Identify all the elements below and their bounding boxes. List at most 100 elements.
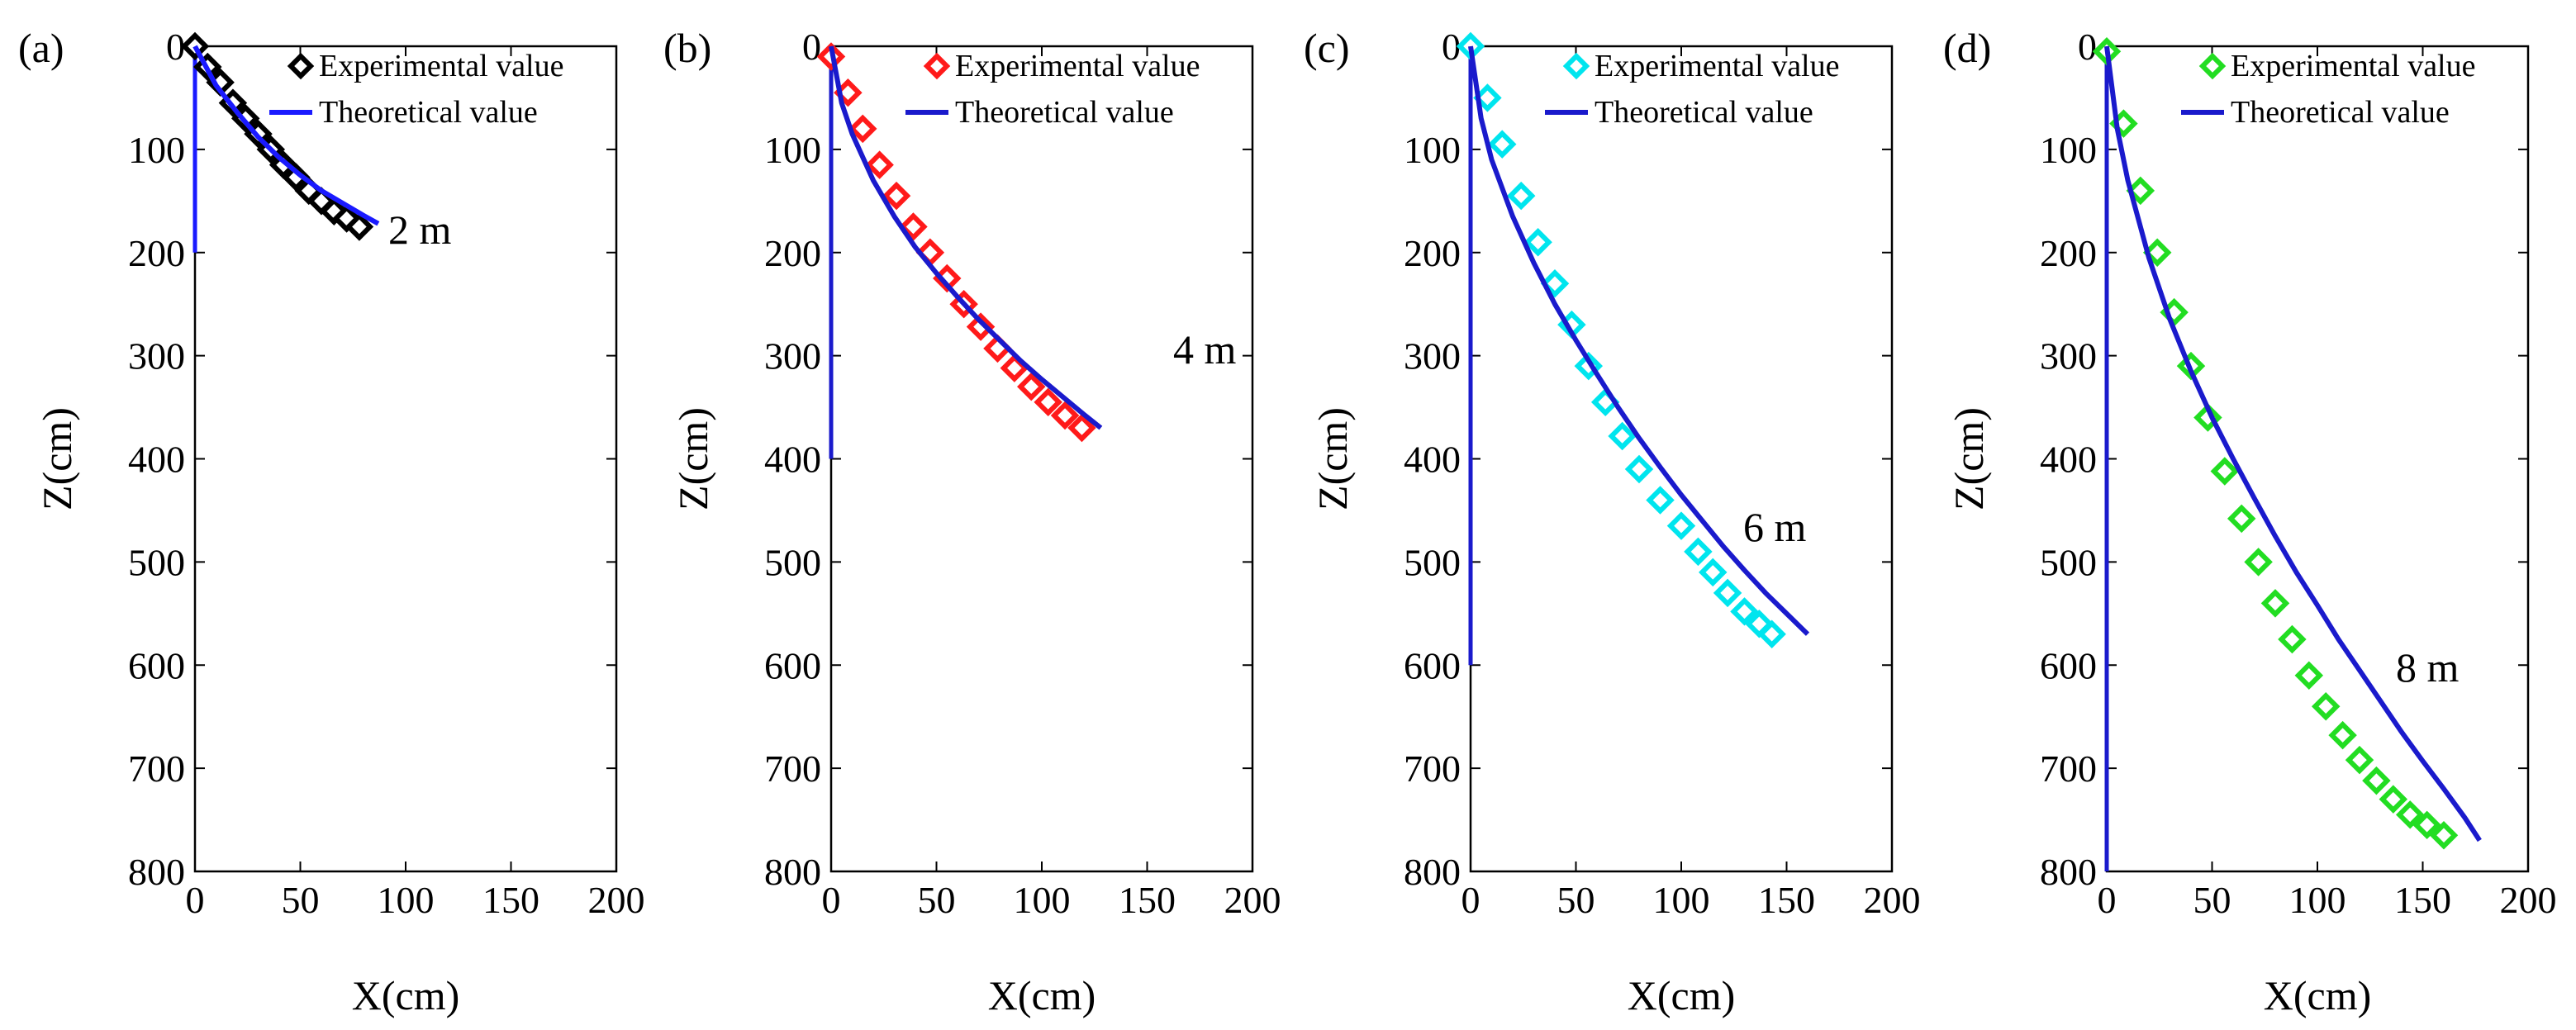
experimental-point [2328, 720, 2357, 750]
experimental-point [1050, 401, 1080, 430]
y-tick-label: 800 [128, 851, 185, 893]
pile-length-annotation: 6 m [1743, 504, 1807, 550]
chart-panel-4: 0 50 100 150 200 0 100 200 300 400 500 600 700 800 X(c… [1943, 25, 2557, 1018]
plot-area-frame [829, 45, 1254, 873]
legend-theoretical-label: Theoretical value [1595, 95, 1813, 130]
y-tick-label: 400 [1404, 439, 1461, 481]
plot-area-frame [1469, 45, 1894, 873]
y-tick-label: 700 [764, 748, 821, 790]
x-tick-label: 0 [822, 879, 841, 921]
experimental-point [848, 114, 877, 144]
experimental-point [1666, 511, 1696, 540]
panel-label: (c) [1304, 25, 1350, 71]
theoretical-series-line [192, 45, 380, 226]
experimental-point [1757, 619, 1786, 649]
x-tick-label: 150 [2394, 879, 2451, 921]
theoretical-series-line [2104, 45, 2482, 843]
legend-experimental-label: Experimental value [1595, 49, 1840, 83]
y-tick-label: 400 [128, 439, 185, 481]
experimental-point [1067, 413, 1096, 443]
experimental-point [282, 163, 311, 192]
x-tick-label: 200 [588, 879, 645, 921]
x-tick-label: 150 [1758, 879, 1815, 921]
experimental-point [1017, 372, 1046, 401]
y-tick-label: 100 [128, 129, 185, 171]
y-tick-label: 300 [1404, 335, 1461, 377]
legend-experimental-label: Experimental value [955, 49, 1200, 83]
x-tick-label: 100 [378, 879, 435, 921]
y-tick-label: 700 [2040, 748, 2097, 790]
experimental-point [2142, 238, 2172, 267]
legend-theoretical-label: Theoretical value [319, 95, 538, 130]
experimental-point [2244, 548, 2273, 577]
x-axis-label: X(cm) [988, 972, 1096, 1018]
x-tick-label: 100 [2289, 879, 2346, 921]
experimental-point [1699, 558, 1728, 587]
legend-theoretical-label: Theoretical value [2231, 95, 2450, 130]
x-tick-label: 150 [1119, 879, 1176, 921]
pile-length-annotation: 2 m [388, 206, 452, 253]
y-axis-label: Z(cm) [1309, 407, 1356, 510]
experimental-point [1473, 83, 1502, 112]
x-tick-label: 150 [482, 879, 539, 921]
x-tick-label: 0 [1461, 879, 1480, 921]
y-axis-label: Z(cm) [670, 407, 716, 510]
pile-length-annotation: 4 m [1173, 326, 1237, 373]
y-tick-label: 400 [764, 439, 821, 481]
experimental-point [2278, 624, 2307, 654]
x-tick-label: 200 [1864, 879, 1921, 921]
y-tick-label: 100 [1404, 129, 1461, 171]
y-tick-label: 800 [2040, 851, 2097, 893]
y-tick-label: 500 [1404, 541, 1461, 583]
y-tick-label: 600 [764, 644, 821, 686]
y-tick-label: 200 [1404, 232, 1461, 274]
legend-experimental-label: Experimental value [319, 49, 564, 83]
y-tick-label: 0 [2078, 26, 2097, 68]
y-tick-label: 0 [166, 26, 185, 68]
x-tick-label: 100 [1014, 879, 1071, 921]
panel-label: (d) [1943, 25, 1991, 71]
experimental-point [2345, 745, 2374, 775]
experimental-point [966, 312, 996, 341]
panel-label: (b) [663, 25, 711, 71]
experimental-point [1684, 537, 1713, 567]
experimental-point [2395, 800, 2425, 829]
pile-length-annotation: 8 m [2396, 644, 2460, 691]
y-tick-label: 200 [2040, 232, 2097, 274]
experimental-point [1506, 181, 1536, 211]
experimental-point [2379, 785, 2408, 814]
experimental-point [1608, 421, 1637, 451]
y-tick-label: 800 [1404, 851, 1461, 893]
y-tick-label: 600 [2040, 644, 2097, 686]
experimental-point [2227, 504, 2256, 534]
panel-label: (a) [18, 25, 64, 71]
y-tick-label: 500 [764, 541, 821, 583]
y-tick-label: 300 [128, 335, 185, 377]
y-tick-label: 700 [1404, 748, 1461, 790]
experimental-point [2210, 457, 2240, 486]
y-tick-label: 800 [764, 851, 821, 893]
experimental-point [2429, 821, 2459, 850]
y-tick-label: 0 [802, 26, 821, 68]
experimental-point [1624, 454, 1654, 484]
experimental-point [882, 181, 911, 211]
x-axis-label: X(cm) [1628, 972, 1736, 1018]
experimental-point [1730, 597, 1759, 626]
y-tick-label: 600 [128, 644, 185, 686]
x-tick-label: 200 [1224, 879, 1281, 921]
theoretical-series-line [829, 45, 1103, 430]
y-axis-label: Z(cm) [1946, 407, 1992, 510]
y-tick-label: 100 [2040, 129, 2097, 171]
y-tick-label: 0 [1442, 26, 1461, 68]
chart-panel-2: 0 50 100 150 200 0 100 200 300 400 500 600 700 800 X(c… [663, 25, 1281, 1018]
experimental-point [2260, 589, 2290, 618]
y-tick-label: 500 [2040, 541, 2097, 583]
experimental-point [1488, 130, 1517, 159]
y-tick-label: 400 [2040, 439, 2097, 481]
legend-experimental-marker [923, 52, 951, 80]
x-tick-label: 50 [918, 879, 956, 921]
y-tick-label: 700 [128, 748, 185, 790]
y-tick-label: 300 [2040, 335, 2097, 377]
experimental-point [2294, 661, 2324, 690]
